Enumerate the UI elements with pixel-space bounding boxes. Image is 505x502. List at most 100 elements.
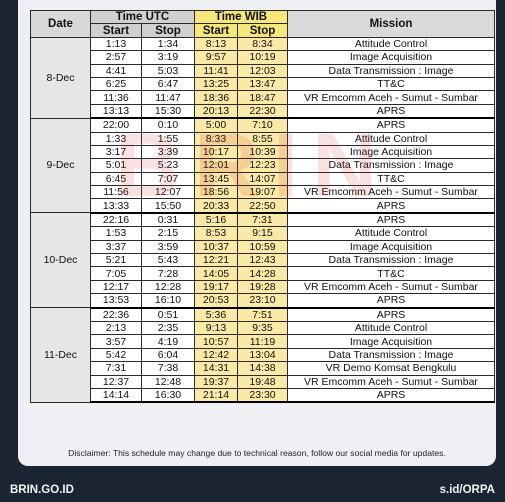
table-row: 3:17 3:39 10:17 10:39 Image Acquisition xyxy=(31,144,495,160)
utc-stop-cell: 7:07 xyxy=(141,171,195,187)
date-cell: 9-Dec xyxy=(30,117,91,214)
mission-cell: APRS xyxy=(287,103,495,120)
mission-cell: APRS xyxy=(287,387,495,404)
utc-start-cell: 22:36 xyxy=(90,307,142,322)
utc-stop-cell: 1:34 xyxy=(141,36,195,52)
wib-start-cell: 12:21 xyxy=(194,253,238,268)
utc-start-cell: 2:57 xyxy=(90,50,142,65)
mission-cell: VR Emcomm Aceh - Sumut - Sumbar xyxy=(287,185,495,200)
wib-start-cell: 5:36 xyxy=(194,307,238,322)
time-utc-header: Time UTC xyxy=(90,9,195,25)
wib-start-cell: 19:17 xyxy=(194,279,238,295)
utc-start-cell: 22:16 xyxy=(90,212,142,228)
wib-stop-cell: 14:07 xyxy=(237,171,288,187)
table-row: 8-Dec 1:13 1:34 8:13 8:34 Attitude Control xyxy=(30,36,495,119)
footer-shortlink: s.id/ORPA xyxy=(439,484,495,496)
wib-start-cell: 11:41 xyxy=(194,63,238,78)
mission-cell: Image Acquisition xyxy=(287,144,495,160)
mission-cell: Image Acquisition xyxy=(287,50,495,65)
wib-stop-cell: 23:30 xyxy=(237,387,288,404)
utc-stop-cell: 12:28 xyxy=(141,279,195,295)
utc-start-cell: 1:53 xyxy=(90,226,142,241)
table-row: 2:57 3:19 9:57 10:19 Image Acquisition xyxy=(31,50,495,65)
table-row: 1:33 1:55 8:33 8:55 Attitude Control xyxy=(31,131,495,146)
table-row: 13:33 15:50 20:33 22:50 APRS xyxy=(31,198,495,214)
wib-start-cell: 18:36 xyxy=(194,90,238,105)
mission-cell: VR Emcomm Aceh - Sumut - Sumbar xyxy=(287,90,495,105)
mission-cell: TT&C xyxy=(287,171,495,187)
wib-start-cell: 10:17 xyxy=(194,144,238,160)
table-row: 13:53 16:10 20:53 23:10 APRS xyxy=(31,293,495,309)
table-row: 6:45 7:07 13:45 14:07 TT&C xyxy=(31,171,495,187)
wib-start-cell: 14:31 xyxy=(194,361,238,376)
wib-start-cell: 21:14 xyxy=(194,387,238,404)
wib-stop-cell: 12:03 xyxy=(237,63,288,78)
wib-start-cell: 13:25 xyxy=(194,76,238,92)
table-row: 4:41 5:03 11:41 12:03 Data Transmission : Im… xyxy=(31,63,495,78)
wib-stop-cell: 8:55 xyxy=(237,131,288,146)
wib-stop-cell: 14:38 xyxy=(237,361,288,376)
wib-start-cell: 20:13 xyxy=(194,103,238,120)
mission-cell: TT&C xyxy=(287,76,495,92)
utc-start-cell: 13:33 xyxy=(90,198,142,214)
utc-stop-cell: 16:30 xyxy=(141,387,195,404)
wib-stop-cell: 22:50 xyxy=(237,198,288,214)
disclaimer-text: Disclaimer: This schedule may change due… xyxy=(68,448,446,458)
wib-start-cell: 18:56 xyxy=(194,185,238,200)
mission-cell: TT&C xyxy=(287,266,495,281)
wib-stop-cell: 19:07 xyxy=(237,185,288,200)
mission-cell: Data Transmission : Image xyxy=(287,158,495,173)
utc-start-cell: 5:42 xyxy=(90,347,142,363)
wib-start-cell: 20:53 xyxy=(194,293,238,309)
utc-start-cell: 14:14 xyxy=(90,387,142,404)
wib-start-cell: 8:13 xyxy=(194,36,238,52)
utc-stop-cell: 7:38 xyxy=(141,361,195,376)
table-row: 11:36 11:47 18:36 18:47 VR Emcomm Aceh - Sum… xyxy=(31,90,495,105)
table-row: 12:17 12:28 19:17 19:28 VR Emcomm Aceh - Sum… xyxy=(31,279,495,295)
mission-cell: Attitude Control xyxy=(287,36,495,52)
wib-start-cell: 12:01 xyxy=(194,158,238,173)
utc-stop-cell: 4:19 xyxy=(141,334,195,349)
utc-start-cell: 12:17 xyxy=(90,279,142,295)
wib-stop-cell: 7:10 xyxy=(237,117,288,133)
table-row: 10-Dec 22:16 0:31 5:16 7:31 APRS xyxy=(30,212,495,309)
date-cell: 11-Dec xyxy=(30,307,91,403)
utc-stop-cell: 15:50 xyxy=(141,198,195,214)
utc-stop-cell: 6:04 xyxy=(141,347,195,363)
table-row: 5:21 5:43 12:21 12:43 Data Transmission : Im… xyxy=(31,253,495,268)
table-row: 7:31 7:38 14:31 14:38 VR Demo Komsat Bengkul… xyxy=(31,361,495,376)
wib-stop-cell: 22:30 xyxy=(237,103,288,120)
mission-cell: APRS xyxy=(287,198,495,214)
mission-cell: Attitude Control xyxy=(287,226,495,241)
mission-cell: Data Transmission : Image xyxy=(287,253,495,268)
utc-start-cell: 3:17 xyxy=(90,144,142,160)
utc-start-cell: 5:01 xyxy=(90,158,142,173)
wib-stop-cell: 18:47 xyxy=(237,90,288,105)
utc-stop-cell: 15:30 xyxy=(141,103,195,120)
wib-stop-cell: 23:10 xyxy=(237,293,288,309)
table-row: 3:37 3:59 10:37 10:59 Image Acquisition xyxy=(31,239,495,255)
wib-start-cell: 9:57 xyxy=(194,50,238,65)
utc-start-cell: 3:57 xyxy=(90,334,142,349)
mission-header: Mission xyxy=(287,10,495,38)
utc-start-cell: 1:13 xyxy=(90,36,142,52)
wib-start-cell: 9:13 xyxy=(194,320,238,336)
date-header: Date xyxy=(30,10,91,38)
utc-stop-cell: 0:31 xyxy=(141,212,195,228)
mission-cell: APRS xyxy=(287,307,495,322)
mission-cell: APRS xyxy=(287,293,495,309)
wib-start-cell: 10:57 xyxy=(194,334,238,349)
utc-start-cell: 7:05 xyxy=(90,266,142,281)
mission-cell: Attitude Control xyxy=(287,320,495,336)
table-row: 6:25 6:47 13:25 13:47 TT&C xyxy=(31,76,495,92)
utc-start-cell: 12:37 xyxy=(90,374,142,389)
mission-cell: APRS xyxy=(287,212,495,228)
mission-cell: Attitude Control xyxy=(287,131,495,146)
wib-stop-cell: 10:59 xyxy=(237,239,288,255)
wib-stop-cell: 12:23 xyxy=(237,158,288,173)
wib-stop-cell: 8:34 xyxy=(237,36,288,52)
wib-start-cell: 14:05 xyxy=(194,266,238,281)
mission-cell: VR Emcomm Aceh - Sumut - Sumbar xyxy=(287,279,495,295)
utc-start-cell: 13:53 xyxy=(90,293,142,309)
schedule-body: 8-Dec 1:13 1:34 8:13 8:34 Attitude Control 2:5… xyxy=(30,36,495,404)
